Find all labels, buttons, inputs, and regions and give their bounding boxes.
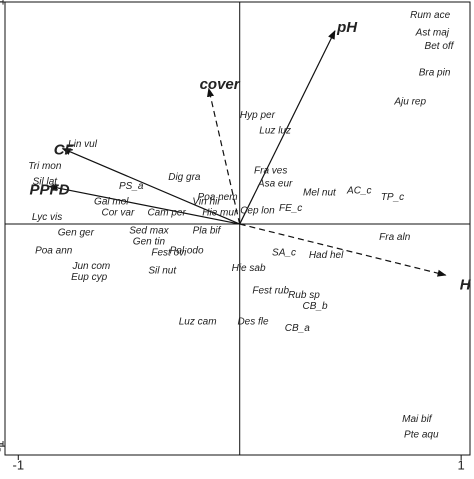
species-point: Hyp per [240,110,276,121]
species-point: Fest ovi [151,248,187,259]
species-point: Hie sab [232,263,266,274]
species-point: Jun com [71,261,110,272]
vector-label: CF [54,142,75,159]
species-point: Asa eur [257,179,293,190]
species-point: Aju rep [393,97,426,108]
species-point: Mel nut [303,188,337,199]
x-tick-label: -1 [13,457,25,472]
species-point: PS_a [119,181,144,192]
species-point: Rub sp [288,290,320,301]
vector-label: PPFD [30,181,70,198]
species-point: Fra ves [254,165,287,176]
vector-arrow [239,223,447,277]
y-tick-label: 1 [0,0,6,6]
species-point: Cep lon [240,205,275,216]
species-point: Dig gra [168,172,201,183]
vector-label: pH [336,19,358,36]
species-point: Pla bif [193,225,222,236]
species-point: Des fle [237,316,269,327]
species-point: Cor var [102,208,135,219]
species-point: Fra aln [379,232,411,243]
species-point: Lin vul [68,139,98,150]
species-point: Lyc vis [32,212,62,223]
species-point: SA_c [272,248,296,259]
species-point: CB_b [302,301,327,312]
species-point: Bra pin [419,68,451,79]
species-point: Pol odo [170,245,204,256]
species-point: Tri mon [28,161,62,172]
species-point: Poa ann [35,245,73,256]
species-point: Luz cam [179,316,217,327]
plot-frame [4,1,471,456]
vector-arrow [207,87,241,225]
vector-label: cover [200,76,241,93]
vector-arrow [239,30,336,225]
species-point: Vin hir [192,196,221,207]
species-point: Rum ace [410,10,450,21]
species-point: Sil lat [33,177,59,188]
y-tick-label: -1 [0,440,6,452]
species-point: TP_c [381,192,404,203]
species-point: Eup cyp [71,272,108,283]
species-point: Mai bif [402,414,433,425]
species-point: Cam per [147,208,186,219]
vector-arrow [61,148,240,225]
species-point: Had hel [309,250,344,261]
species-point: Sed max [129,225,169,236]
x-tick-label: 1 [458,457,465,472]
species-point: Fest rub [252,285,289,296]
species-point: Bet off [425,41,455,52]
species-point: Luz luz [259,125,291,136]
species-point: Sil nut [148,265,177,276]
species-point: Gen tin [133,236,166,247]
species-point: Pte aqu [404,430,439,441]
vector-arrow [48,184,240,225]
species-point: Hie mur [202,208,238,219]
species-point: CB_a [285,323,310,334]
species-point: FE_c [279,203,302,214]
species-point: Gal mol [94,196,129,207]
vector-label: H [460,277,472,294]
species-point: Poa nem [198,192,238,203]
species-point: AC_c [346,185,371,196]
species-point: Ast maj [415,28,450,39]
species-point: Gen ger [58,228,95,239]
